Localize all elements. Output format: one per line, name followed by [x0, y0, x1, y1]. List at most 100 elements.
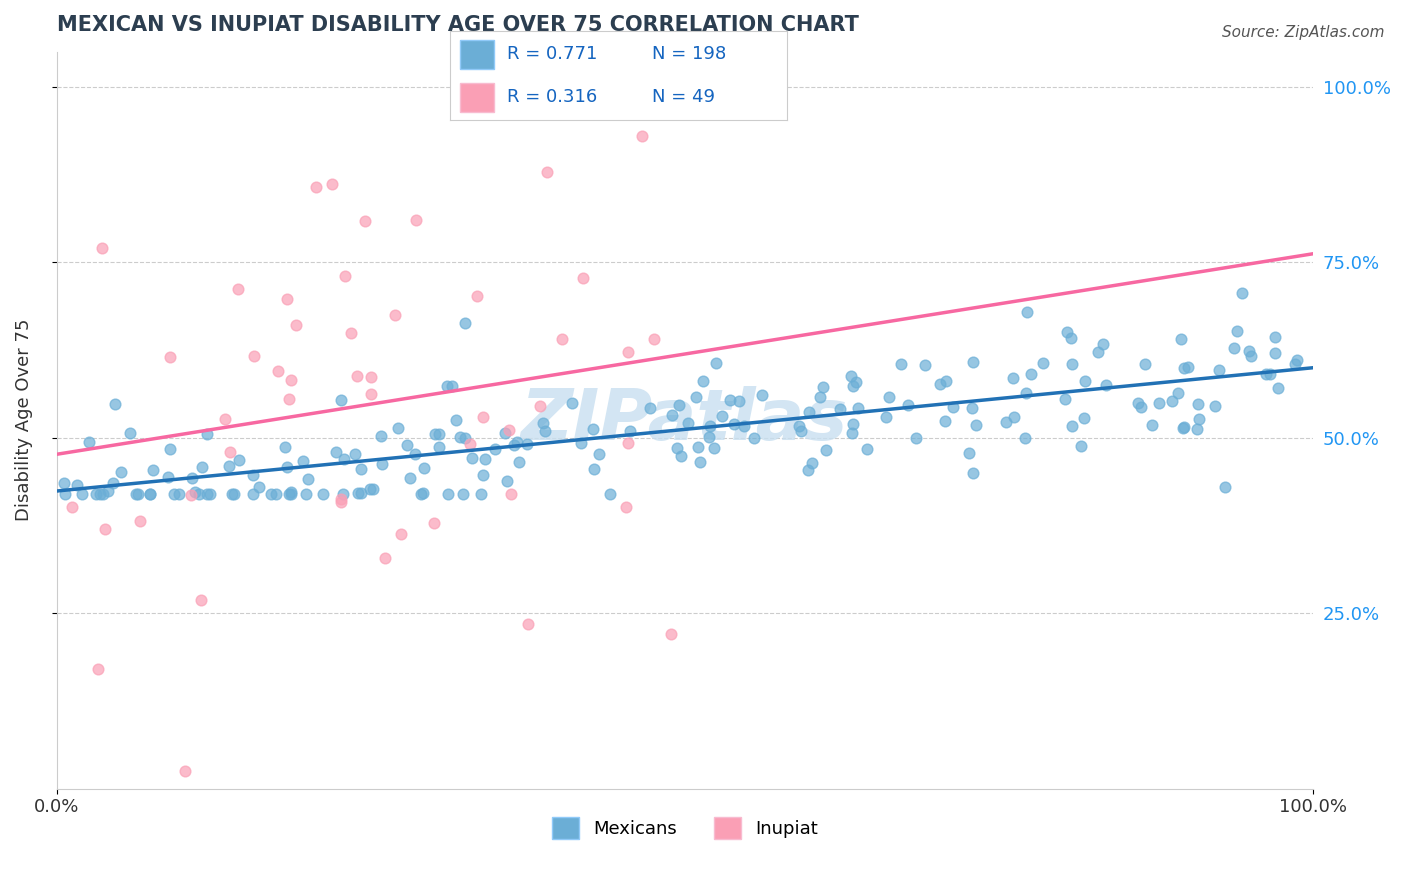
Point [444, 413, 467, 427]
Point [529, 400, 551, 414]
Point [1258, 367, 1281, 381]
Point [534, 424, 557, 438]
Point [877, 390, 900, 404]
Bar [460, 40, 494, 69]
Point [226, 282, 249, 296]
Point [198, 487, 221, 501]
Point [330, 393, 353, 408]
Point [125, 487, 148, 501]
Point [474, 451, 496, 466]
Point [787, 419, 810, 434]
Point [295, 487, 318, 501]
Point [699, 419, 721, 434]
Point [360, 370, 382, 384]
Point [1264, 330, 1286, 344]
Point [66, 478, 89, 492]
Point [409, 487, 432, 501]
Point [349, 486, 371, 500]
Point [1062, 419, 1084, 434]
Point [1053, 392, 1076, 406]
Point [437, 487, 460, 501]
Point [346, 369, 368, 384]
Point [1070, 439, 1092, 453]
Point [228, 453, 250, 467]
Point [1208, 362, 1230, 376]
Point [1019, 368, 1042, 382]
Point [139, 487, 162, 501]
Point [374, 550, 396, 565]
Point [412, 461, 434, 475]
Point [995, 416, 1018, 430]
Point [572, 271, 595, 285]
Point [502, 438, 524, 452]
Point [169, 487, 191, 501]
Point [1095, 377, 1118, 392]
Point [1091, 337, 1114, 351]
Text: MEXICAN VS INUPIAT DISABILITY AGE OVER 75 CORRELATION CHART: MEXICAN VS INUPIAT DISABILITY AGE OVER 7… [56, 15, 859, 35]
Point [506, 435, 529, 450]
Point [496, 475, 519, 489]
Point [808, 390, 831, 404]
Point [727, 394, 749, 409]
Point [350, 461, 373, 475]
Point [1001, 371, 1024, 385]
Point [242, 487, 264, 501]
Point [668, 398, 690, 412]
Point [110, 465, 132, 479]
Point [423, 426, 446, 441]
Point [1173, 360, 1195, 375]
Point [1237, 344, 1260, 359]
Point [321, 177, 343, 191]
Point [181, 471, 204, 485]
Point [333, 452, 356, 467]
Point [370, 428, 392, 442]
Point [1226, 324, 1249, 338]
Point [1188, 412, 1211, 426]
Point [942, 401, 965, 415]
Point [582, 422, 605, 436]
Point [697, 430, 720, 444]
Point [276, 459, 298, 474]
Point [508, 455, 530, 469]
Point [856, 442, 879, 457]
Point [962, 467, 984, 481]
Point [280, 487, 302, 501]
Point [671, 450, 693, 464]
Point [846, 401, 869, 415]
Point [1160, 394, 1182, 409]
Text: R = 0.316: R = 0.316 [508, 88, 598, 106]
Point [276, 292, 298, 306]
Point [371, 457, 394, 471]
Point [440, 379, 463, 393]
Point [501, 486, 523, 500]
Point [678, 417, 700, 431]
Point [470, 487, 492, 501]
Point [195, 487, 218, 501]
Point [1032, 356, 1054, 370]
Point [1128, 396, 1150, 410]
Point [339, 326, 361, 340]
Point [1285, 353, 1308, 368]
Point [536, 164, 558, 178]
Point [214, 411, 236, 425]
Point [260, 487, 283, 501]
Point [588, 447, 610, 461]
Point [329, 495, 352, 509]
Point [1187, 397, 1209, 411]
Point [692, 374, 714, 388]
Point [643, 332, 665, 346]
Point [103, 476, 125, 491]
Point [790, 424, 813, 438]
Point [162, 487, 184, 501]
Point [333, 268, 356, 283]
Point [280, 373, 302, 387]
Point [1002, 410, 1025, 425]
Bar [460, 83, 494, 112]
Point [427, 427, 450, 442]
Point [704, 356, 727, 370]
Point [711, 409, 734, 423]
Point [219, 444, 242, 458]
Point [89, 487, 111, 501]
Point [1056, 325, 1078, 339]
Point [188, 487, 211, 501]
